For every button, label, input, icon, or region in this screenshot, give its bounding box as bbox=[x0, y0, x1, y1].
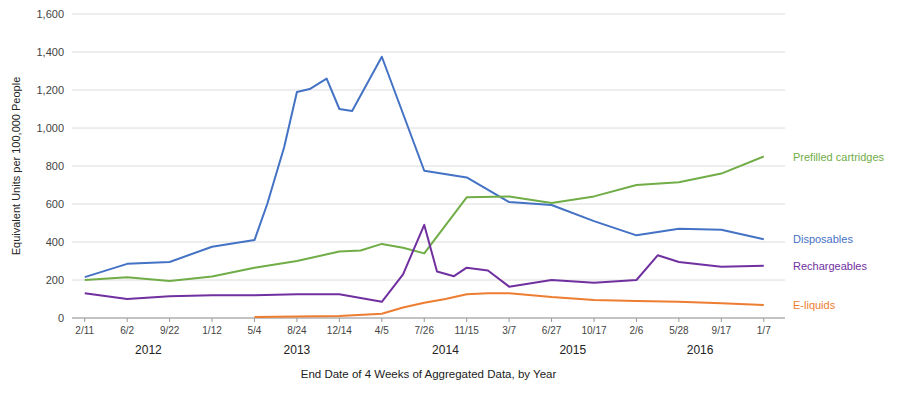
x-tick bbox=[254, 318, 255, 322]
x-tick-label: 7/26 bbox=[415, 325, 435, 336]
year-label: 2012 bbox=[135, 343, 162, 357]
x-tick bbox=[169, 318, 170, 322]
x-tick-label: 12/14 bbox=[327, 325, 352, 336]
x-tick-label: 5/4 bbox=[248, 325, 262, 336]
grid-line bbox=[72, 128, 785, 129]
y-tick-label: 600 bbox=[46, 198, 64, 210]
x-tick-label: 4/5 bbox=[375, 325, 389, 336]
year-label: 2015 bbox=[559, 343, 586, 357]
y-tick-label: 1,200 bbox=[36, 84, 64, 96]
grid-line bbox=[72, 90, 785, 91]
y-tick-label: 0 bbox=[58, 312, 64, 324]
x-tick bbox=[636, 318, 637, 322]
x-tick bbox=[84, 318, 85, 322]
x-tick-label: 6/27 bbox=[542, 325, 562, 336]
x-tick bbox=[296, 318, 297, 322]
series-line bbox=[85, 57, 764, 277]
grid-line bbox=[72, 204, 785, 205]
grid-line bbox=[72, 166, 785, 167]
x-tick bbox=[721, 318, 722, 322]
x-tick bbox=[127, 318, 128, 322]
series-line bbox=[85, 157, 764, 281]
x-tick bbox=[424, 318, 425, 322]
y-grid bbox=[72, 14, 785, 318]
x-tick bbox=[466, 318, 467, 322]
x-tick-label: 9/22 bbox=[160, 325, 180, 336]
x-axis-label: End Date of 4 Weeks of Aggregated Data, … bbox=[301, 368, 557, 380]
series-line bbox=[254, 293, 763, 317]
x-tick-label: 3/7 bbox=[502, 325, 516, 336]
series-label: E-liquids bbox=[793, 299, 836, 311]
series-label: Rechargeables bbox=[793, 260, 867, 272]
y-tick-label: 1,600 bbox=[36, 8, 64, 20]
year-label: 2016 bbox=[687, 343, 714, 357]
y-tick-label: 1,000 bbox=[36, 122, 64, 134]
x-tick bbox=[212, 318, 213, 322]
chart: 0 200 400 600 800 1,000 1,200 1,400 1,600 2/11 6/2… bbox=[0, 0, 919, 405]
y-tick-labels: 0 200 400 600 800 1,000 1,200 1,400 1,600 bbox=[36, 8, 64, 324]
x-tick-label: 1/12 bbox=[202, 325, 222, 336]
x-tick bbox=[551, 318, 552, 322]
x-tick-label: 11/15 bbox=[455, 325, 480, 336]
y-axis-label: Equivalent Units per 100,000 People bbox=[10, 77, 22, 256]
x-tick-label: 2/6 bbox=[630, 325, 644, 336]
x-tick bbox=[678, 318, 679, 322]
x-tick bbox=[763, 318, 764, 322]
grid-line bbox=[72, 318, 785, 319]
grid-line bbox=[72, 14, 785, 15]
x-ticks: 2/11 6/2 9/22 1/12 5/4 8/24 12/14 4/5 7/26 11/15 3… bbox=[75, 318, 771, 336]
grid-line bbox=[72, 52, 785, 53]
x-tick bbox=[509, 318, 510, 322]
y-tick-label: 200 bbox=[46, 274, 64, 286]
x-tick-label: 10/17 bbox=[582, 325, 607, 336]
series-label: Prefilled cartridges bbox=[793, 151, 885, 163]
year-label: 2013 bbox=[284, 343, 311, 357]
x-tick-label: 5/28 bbox=[669, 325, 689, 336]
series-label: Disposables bbox=[793, 233, 853, 245]
x-tick-label: 2/11 bbox=[75, 325, 94, 336]
x-tick-label: 8/24 bbox=[287, 325, 307, 336]
x-tick bbox=[381, 318, 382, 322]
series-labels: Disposables Prefilled cartridges Rechargea… bbox=[793, 151, 885, 312]
x-tick-label: 1/7 bbox=[757, 325, 771, 336]
background bbox=[0, 0, 919, 405]
series-line bbox=[85, 225, 764, 302]
y-tick-label: 800 bbox=[46, 160, 64, 172]
x-tick-label: 6/2 bbox=[120, 325, 134, 336]
y-tick-label: 400 bbox=[46, 236, 64, 248]
year-label: 2014 bbox=[432, 343, 459, 357]
x-axis-line bbox=[72, 318, 785, 319]
y-tick-label: 1,400 bbox=[36, 46, 64, 58]
lines bbox=[85, 57, 764, 317]
x-tick bbox=[594, 318, 595, 322]
x-tick bbox=[339, 318, 340, 322]
x-tick-label: 9/17 bbox=[712, 325, 732, 336]
